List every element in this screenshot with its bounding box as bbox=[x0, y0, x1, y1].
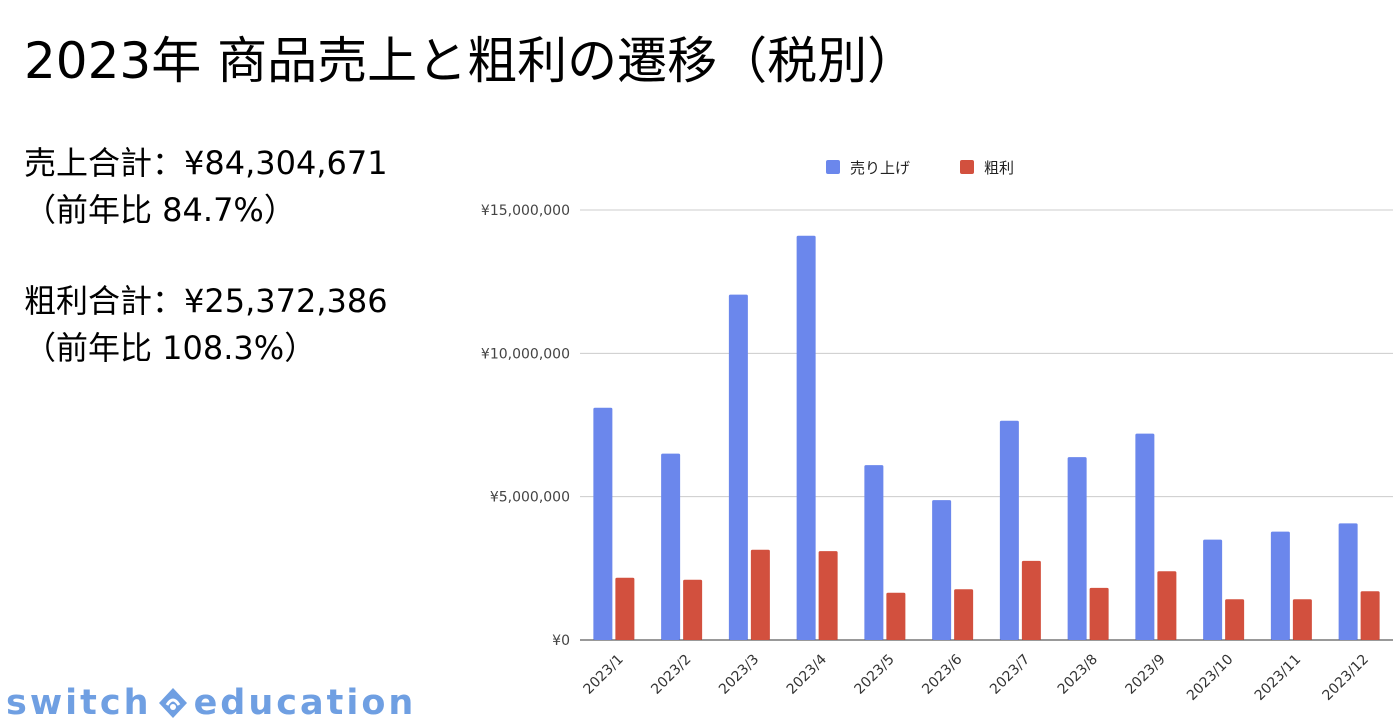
y-tick-label: ¥15,000,000 bbox=[481, 203, 570, 219]
bar-sales bbox=[1067, 457, 1087, 640]
sales-profit-chart: 売り上げ 粗利 ¥0 ¥5,000,000 ¥10,000,000 ¥15,000,00… bbox=[481, 159, 1393, 704]
legend-label-0: 売り上げ bbox=[850, 159, 910, 177]
y-axis: ¥0 ¥5,000,000 ¥10,000,000 ¥15,000,000 bbox=[481, 203, 570, 649]
y-tick-label: ¥10,000,000 bbox=[481, 346, 570, 362]
x-tick-label: 2023/2 bbox=[648, 652, 694, 698]
page-title: 2023年 商品売上と粗利の遷移（税別） bbox=[24, 32, 918, 90]
bar-profit bbox=[818, 551, 838, 640]
y-tick-label: ¥0 bbox=[552, 633, 570, 649]
x-tick-label: 2023/1 bbox=[581, 652, 627, 698]
x-tick-label: 2023/3 bbox=[716, 652, 762, 698]
chart-bars bbox=[593, 235, 1380, 641]
logo-text-left: switch bbox=[6, 683, 152, 723]
x-tick-label: 2023/7 bbox=[987, 652, 1033, 698]
logo-text-right: education bbox=[193, 683, 417, 723]
bar-sales bbox=[728, 294, 748, 640]
bar-profit bbox=[1360, 591, 1380, 640]
bar-profit bbox=[1157, 571, 1177, 640]
x-tick-label: 2023/6 bbox=[919, 651, 965, 697]
legend-swatch-1 bbox=[960, 160, 974, 174]
legend-swatch-0 bbox=[826, 160, 840, 174]
logo: switch education bbox=[6, 683, 417, 723]
y-tick-label: ¥5,000,000 bbox=[490, 490, 570, 506]
bar-profit bbox=[683, 579, 703, 640]
bar-sales bbox=[864, 465, 884, 640]
bar-sales bbox=[796, 235, 816, 641]
legend-label-1: 粗利 bbox=[984, 159, 1014, 177]
bar-profit bbox=[1225, 599, 1245, 640]
x-tick-label: 2023/5 bbox=[852, 652, 898, 698]
sales-yoy: （前年比 84.7%） bbox=[24, 191, 296, 229]
bar-sales bbox=[999, 420, 1019, 640]
x-axis: 2023/1 2023/2 2023/3 2023/4 2023/5 2023/6 2023… bbox=[581, 651, 1372, 704]
bar-sales bbox=[1135, 433, 1155, 640]
profit-total: 粗利合計：¥25,372,386 bbox=[24, 282, 388, 320]
x-tick-label: 2023/4 bbox=[784, 651, 830, 697]
bar-profit bbox=[750, 549, 770, 640]
chart-gridlines bbox=[580, 209, 1393, 641]
profit-yoy: （前年比 108.3%） bbox=[24, 329, 317, 367]
bar-profit bbox=[615, 577, 635, 640]
sales-total: 売上合計：¥84,304,671 bbox=[24, 144, 388, 182]
bar-profit bbox=[1292, 599, 1312, 640]
bar-sales bbox=[1203, 539, 1223, 640]
bar-sales bbox=[1338, 523, 1358, 640]
bar-profit bbox=[1089, 587, 1109, 640]
x-tick-label: 2023/8 bbox=[1055, 652, 1101, 698]
chart-legend: 売り上げ 粗利 bbox=[826, 159, 1014, 177]
x-tick-label: 2023/10 bbox=[1184, 652, 1236, 704]
bar-profit bbox=[1021, 560, 1041, 640]
bar-sales bbox=[593, 407, 613, 640]
bar-profit bbox=[954, 589, 974, 640]
bar-sales bbox=[661, 453, 681, 640]
summary-panel: 売上合計：¥84,304,671 （前年比 84.7%） 粗利合計：¥25,37… bbox=[24, 140, 388, 372]
switch-education-badge-icon bbox=[158, 688, 187, 718]
x-tick-label: 2023/12 bbox=[1320, 652, 1372, 704]
bar-sales bbox=[1270, 531, 1290, 640]
bar-profit bbox=[886, 592, 906, 640]
bar-sales bbox=[932, 500, 952, 640]
x-tick-label: 2023/11 bbox=[1252, 652, 1304, 704]
x-tick-label: 2023/9 bbox=[1123, 652, 1169, 698]
